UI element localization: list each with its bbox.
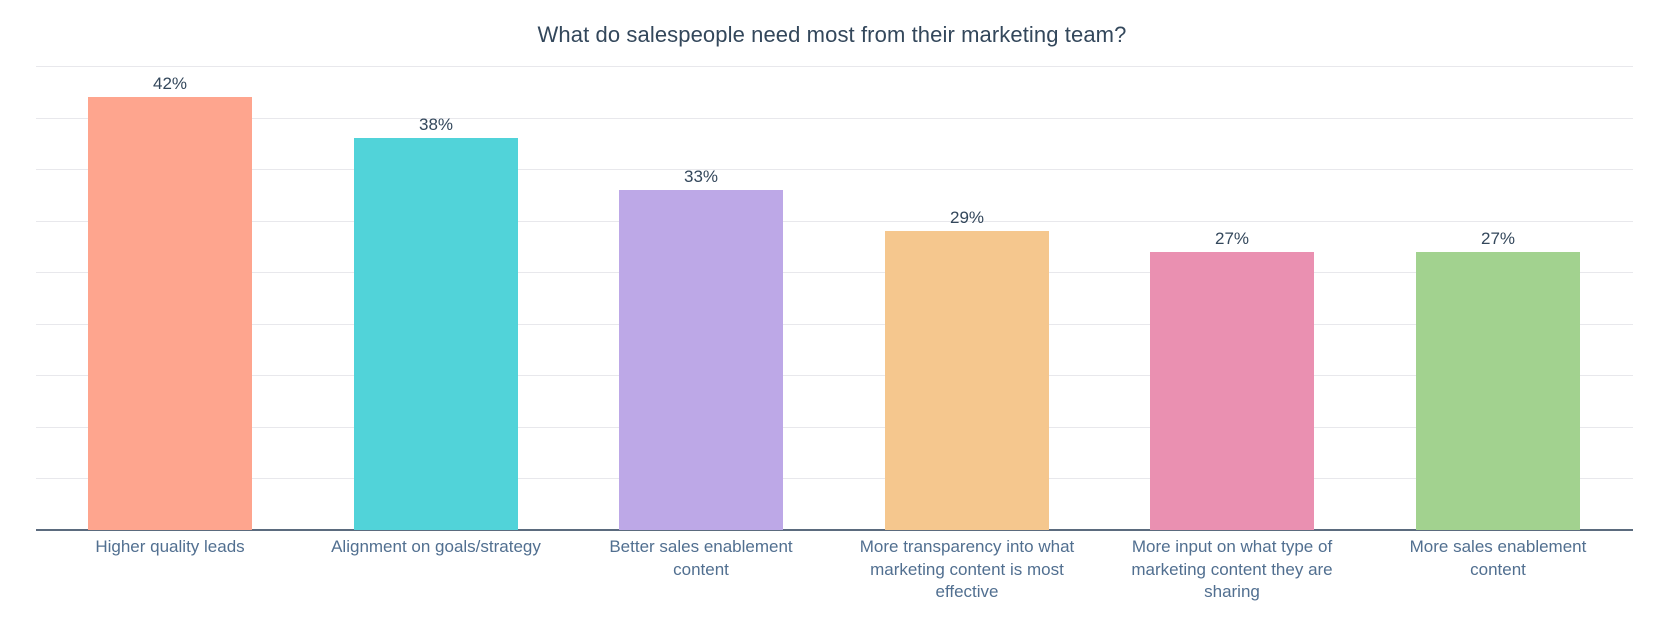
x-axis-label-line: marketing content is most <box>870 559 1064 579</box>
gridline <box>36 169 1633 170</box>
gridline <box>36 324 1633 325</box>
bar[interactable] <box>1416 252 1580 530</box>
gridline <box>36 427 1633 428</box>
x-axis-label-line: marketing content they are <box>1131 559 1333 579</box>
x-axis-category-label: More sales enablement content <box>1366 536 1630 581</box>
bar[interactable] <box>88 97 252 530</box>
x-axis-category-label: More input on what type of marketing cont… <box>1100 536 1364 604</box>
gridline <box>36 66 1633 67</box>
x-axis-category-label: More transparency into what marketing con… <box>835 536 1099 604</box>
gridline <box>36 478 1633 479</box>
bar[interactable] <box>885 231 1049 530</box>
x-axis-label-line: content <box>673 559 729 579</box>
x-axis-label-line: sharing <box>1204 582 1260 601</box>
bar[interactable] <box>619 190 783 530</box>
bar-value-label: 29% <box>949 208 985 227</box>
bar-value-label: 27% <box>1214 229 1250 248</box>
x-axis-line <box>36 529 1633 531</box>
bar-value-label: 42% <box>152 74 188 93</box>
x-axis-label-line: More transparency into what <box>859 537 1075 556</box>
x-axis-label-line: More sales enablement <box>1409 537 1587 556</box>
chart-title: What do salespeople need most from their… <box>537 22 1127 47</box>
x-axis-category-label: Better sales enablement content <box>569 536 833 581</box>
bar-value-label: 27% <box>1480 229 1516 248</box>
x-axis-label-line: More input on what type of <box>1131 537 1333 556</box>
gridline <box>36 375 1633 376</box>
bar-value-label: 38% <box>418 115 454 134</box>
x-axis-label-line: Better sales enablement <box>609 537 793 556</box>
x-axis-category-label: Higher quality leads <box>38 536 302 559</box>
gridline <box>36 118 1633 119</box>
bar-value-label: 33% <box>683 167 719 186</box>
gridline <box>36 221 1633 222</box>
x-axis-label-line: Higher quality leads <box>95 537 245 556</box>
x-axis-label-line: content <box>1470 559 1526 579</box>
gridline <box>36 272 1633 273</box>
x-axis-label-line: effective <box>935 582 999 601</box>
x-axis-category-label: Alignment on goals/strategy <box>304 536 568 559</box>
bar[interactable] <box>354 138 518 530</box>
x-axis-label-line: Alignment on goals/strategy <box>331 537 541 556</box>
bar[interactable] <box>1150 252 1314 530</box>
